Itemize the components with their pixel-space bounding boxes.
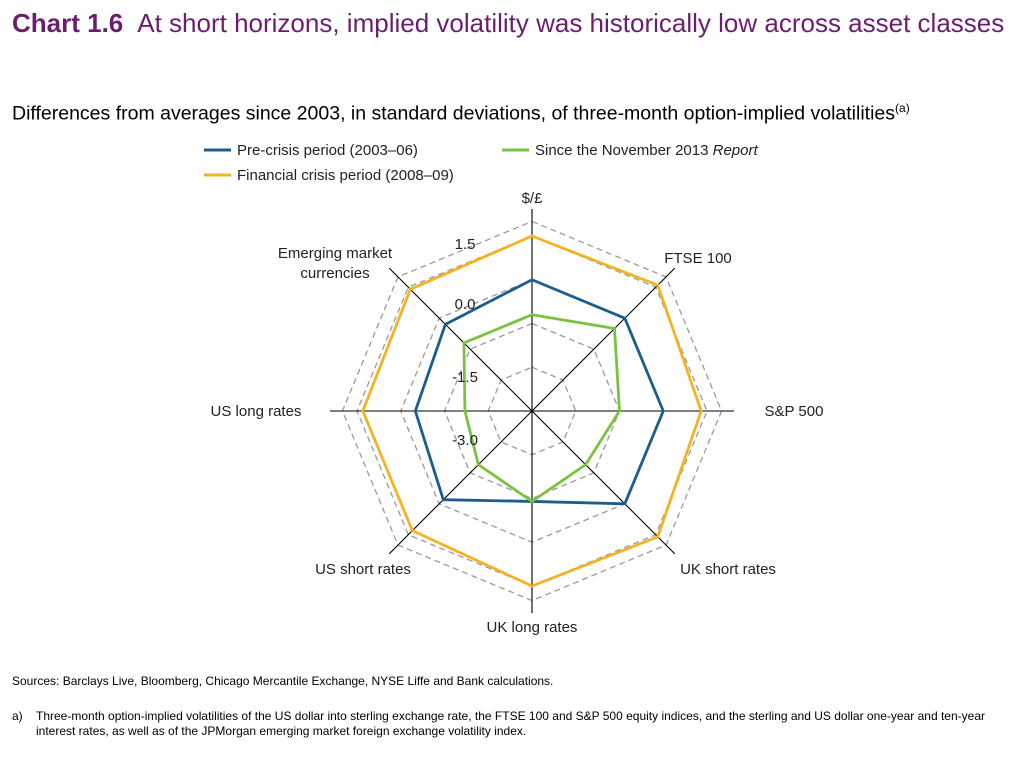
chart-subtitle-text: Differences from averages since 2003, in…	[12, 102, 896, 125]
series-line-2	[361, 234, 703, 588]
axis-label: UK short rates	[680, 561, 776, 578]
chart-title: Chart 1.6 At short horizons, implied vola…	[12, 6, 1017, 40]
axis-label: Emerging market currencies	[278, 245, 393, 282]
axis-label: US short rates	[315, 561, 411, 578]
axis-line	[388, 267, 533, 412]
chart-title-text: At short horizons, implied volatility wa…	[137, 8, 1005, 38]
axis-label: US long rates	[211, 403, 302, 420]
axis-label: UK long rates	[487, 619, 578, 636]
sources-note: Sources: Barclays Live, Bloomberg, Chica…	[12, 674, 554, 688]
subtitle-note-marker: (a)	[895, 101, 910, 115]
series-line-1	[462, 313, 621, 504]
footnote-label: a)	[12, 709, 23, 723]
axis-label: $/£	[522, 190, 544, 207]
legend-label: Financial crisis period (2008–09)	[237, 167, 454, 184]
chart-subtitle: Differences from averages since 2003, in…	[12, 95, 1017, 127]
legend-label: Since the November 2013 Report	[535, 142, 758, 159]
axis-line	[531, 267, 676, 412]
chart-number: Chart 1.6	[12, 8, 124, 38]
axis-label: S&P 500	[765, 403, 824, 420]
tick-label: -3.0	[452, 432, 478, 449]
legend-label: Pre-crisis period (2003–06)	[237, 142, 418, 159]
axis-line	[531, 410, 676, 555]
tick-label: 1.5	[455, 236, 476, 253]
axis-label: FTSE 100	[664, 250, 732, 267]
radar-chart: 1.5 0.0 -1.5 -3.0 $/£ FTSE 100 S&P 500 UK short…	[204, 142, 824, 636]
footnote-text: Three-month option-implied volatilities …	[36, 709, 985, 738]
tick-label: 0.0	[455, 296, 476, 313]
tick-label: -1.5	[452, 369, 478, 386]
